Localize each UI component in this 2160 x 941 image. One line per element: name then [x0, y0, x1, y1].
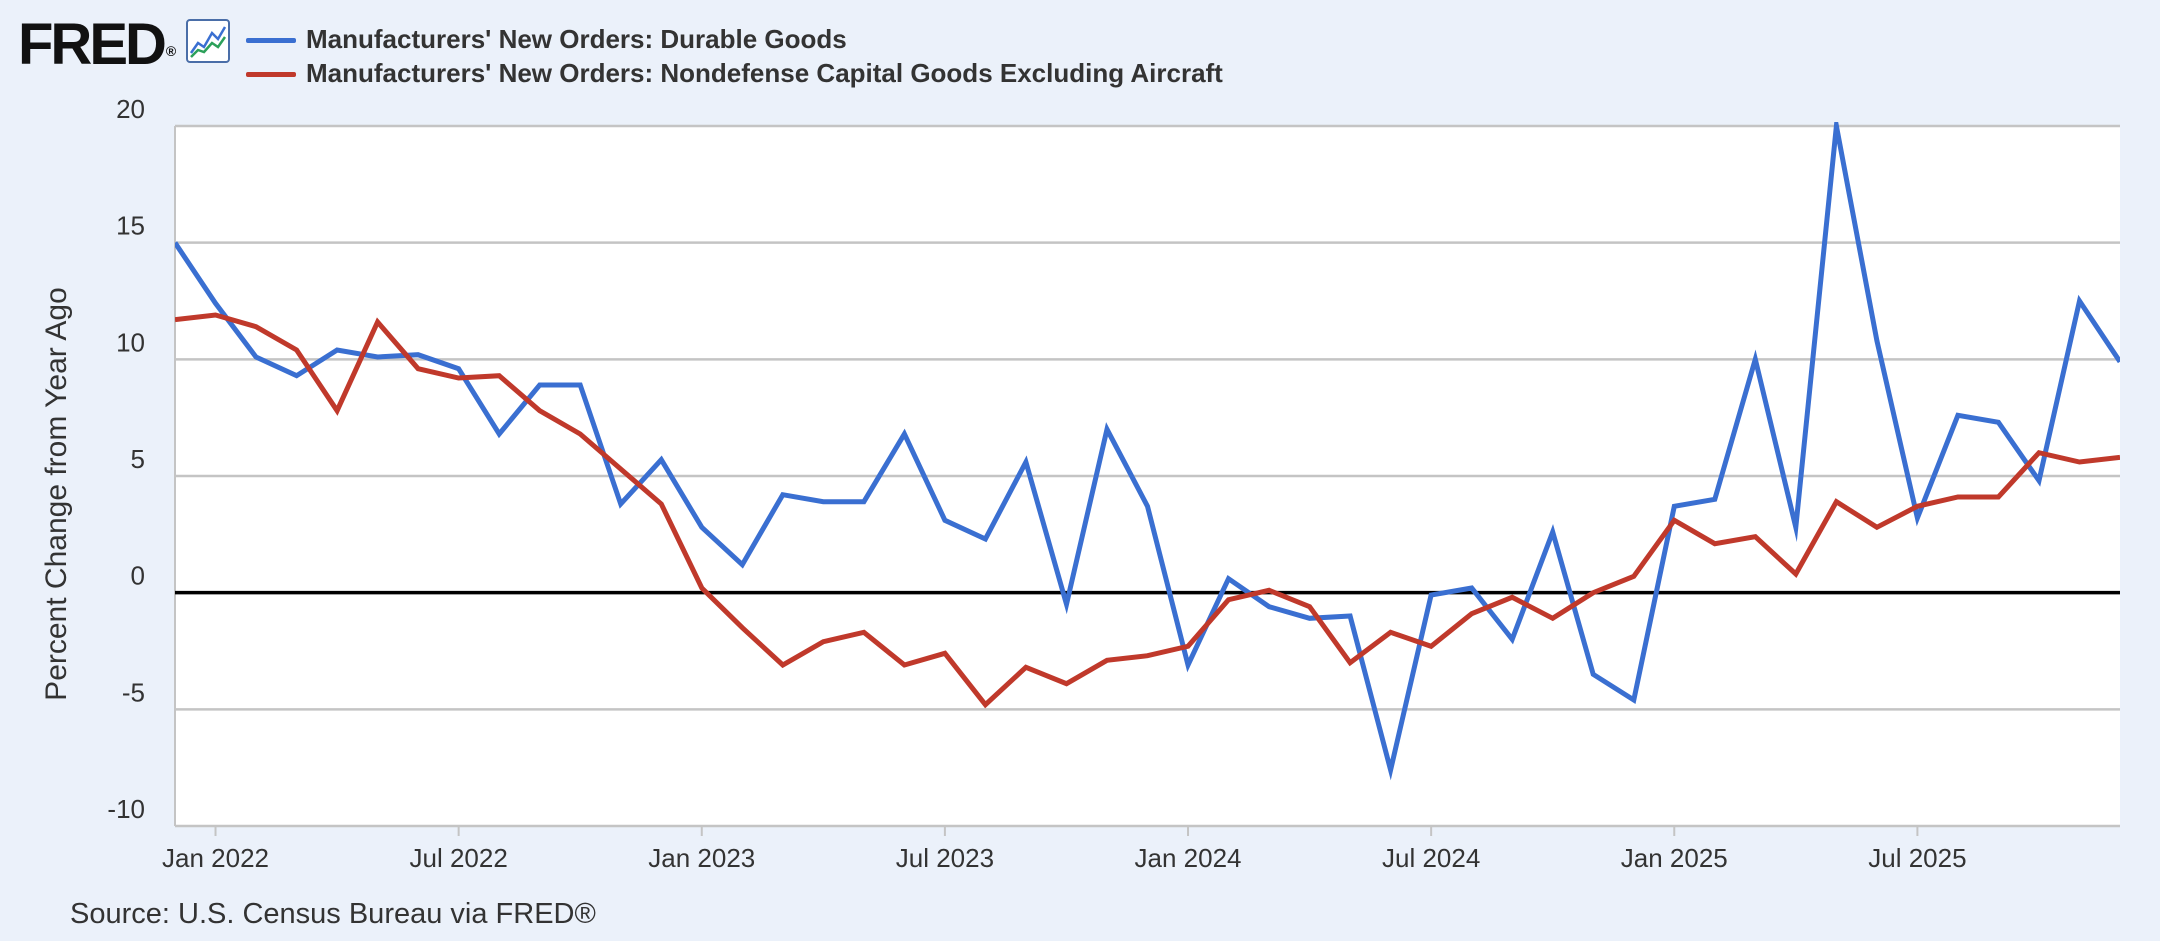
- y-tick-label: 20: [116, 94, 145, 124]
- x-tick-label: Jan 2025: [1621, 843, 1728, 873]
- fred-logo[interactable]: FRED ®: [18, 12, 177, 77]
- fred-logo-text: FRED: [18, 12, 167, 77]
- x-tick-label: Jul 2023: [896, 843, 994, 873]
- x-tick-label: Jan 2023: [648, 843, 755, 873]
- legend-label: Manufacturers' New Orders: Nondefense Ca…: [306, 58, 1223, 88]
- legend-swatch: [246, 38, 296, 43]
- x-tick-label: Jan 2024: [1135, 843, 1242, 873]
- y-axis-title: Percent Change from Year Ago: [40, 287, 73, 701]
- legend-swatch: [246, 72, 296, 77]
- y-tick-label: 10: [116, 327, 145, 357]
- legend-label: Manufacturers' New Orders: Durable Goods: [306, 24, 847, 54]
- y-tick-label: 0: [131, 561, 145, 591]
- line-chart-icon: [186, 19, 230, 63]
- x-tick-label: Jul 2022: [409, 843, 507, 873]
- y-tick-label: -10: [107, 794, 145, 824]
- y-tick-label: -5: [122, 677, 145, 707]
- source-note: Source: U.S. Census Bureau via FRED®: [70, 898, 596, 930]
- series-line-durable-goods: [175, 122, 2120, 781]
- registered-mark: ®: [165, 43, 177, 59]
- x-tick-label: Jul 2024: [1382, 843, 1480, 873]
- x-tick-label: Jul 2025: [1868, 843, 1966, 873]
- series-line-capital-goods: [175, 312, 2120, 709]
- chart-header: FRED ® Manufacturers' New Orders: Durable…: [0, 0, 2160, 110]
- y-tick-label: 15: [116, 211, 145, 241]
- x-tick-label: Jan 2022: [162, 843, 269, 873]
- y-tick-label: 5: [131, 444, 145, 474]
